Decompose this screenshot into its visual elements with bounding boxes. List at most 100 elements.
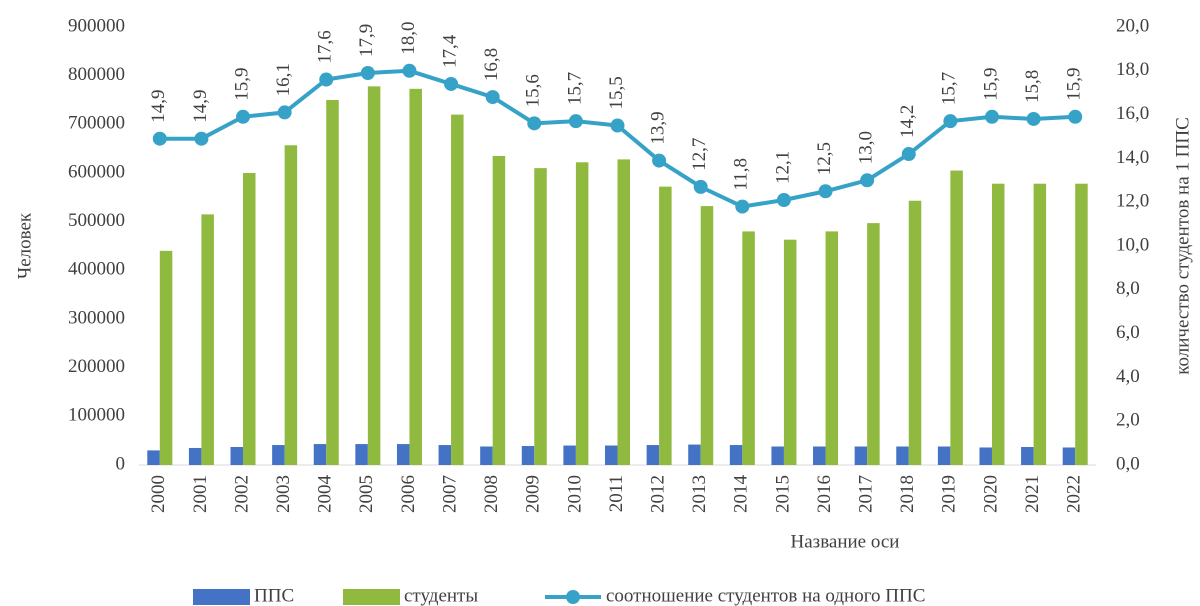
bar [243, 173, 256, 465]
bar [159, 250, 173, 465]
y-tick-label: 600000 [68, 161, 125, 182]
bar [646, 445, 660, 465]
bar [409, 88, 422, 465]
y2-tick-label: 2,0 [1116, 410, 1140, 431]
bar [854, 446, 868, 465]
x-tick-label: 2011 [606, 475, 627, 512]
data-label: 15,9 [1064, 68, 1085, 101]
x-tick-label: 2009 [523, 475, 544, 513]
line-marker [984, 109, 999, 124]
bar [480, 446, 493, 465]
bar [908, 200, 922, 466]
y-tick-label: 800000 [68, 64, 125, 85]
bar [688, 444, 701, 465]
bar [492, 155, 506, 465]
legend-swatch [343, 589, 400, 605]
bar [813, 446, 826, 465]
bar [617, 159, 630, 465]
data-label: 14,2 [897, 105, 918, 138]
y2-tick-label: 6,0 [1116, 322, 1140, 343]
bar [1062, 447, 1076, 465]
bar [729, 445, 743, 465]
data-label: 17,6 [315, 30, 336, 63]
bar [1033, 183, 1047, 465]
y2-tick-label: 14,0 [1116, 147, 1149, 168]
line-marker [568, 114, 583, 129]
line-marker [360, 65, 375, 80]
legend-label: ППС [254, 585, 294, 606]
data-label: 13,9 [647, 111, 668, 144]
line-marker [152, 131, 167, 146]
x-tick-label: 2018 [897, 475, 918, 513]
bar [284, 145, 298, 465]
x-tick-label: 2021 [1022, 475, 1043, 513]
y-tick-label: 0 [116, 453, 126, 474]
line-marker [943, 114, 958, 129]
y2-tick-label: 18,0 [1116, 59, 1149, 80]
x-tick-label: 2002 [231, 475, 252, 513]
y-tick-label: 200000 [68, 356, 125, 377]
y-tick-label: 900000 [68, 15, 125, 36]
line-marker [485, 90, 500, 105]
x-tick-label: 2000 [148, 475, 169, 513]
legend-label: соотношение студентов на одного ППС [606, 585, 925, 606]
x-tick-label: 2022 [1064, 475, 1085, 513]
bar [147, 450, 160, 465]
bar [742, 231, 755, 465]
y-tick-label: 300000 [68, 307, 125, 328]
bar [313, 444, 327, 465]
bar [272, 445, 285, 465]
y2-tick-label: 10,0 [1116, 234, 1149, 255]
x-axis-label: Название оси [791, 531, 900, 552]
bar [700, 206, 714, 466]
data-label: 17,9 [356, 24, 377, 57]
y-tick-label: 400000 [68, 259, 125, 280]
bar [1075, 183, 1088, 465]
bar [991, 183, 1005, 465]
data-label: 15,8 [1022, 70, 1043, 103]
x-tick-label: 2013 [689, 475, 710, 513]
bar [367, 86, 381, 465]
bar [188, 447, 202, 465]
bar [201, 214, 214, 465]
line-marker [818, 184, 833, 199]
line-marker [652, 153, 667, 168]
y-tick-label: 700000 [68, 113, 125, 134]
y2-tick-label: 0,0 [1116, 453, 1140, 474]
line-marker [319, 72, 334, 87]
bar [1021, 446, 1034, 465]
x-tick-label: 2019 [939, 475, 960, 513]
x-tick-label: 2004 [315, 475, 336, 514]
data-label: 15,7 [939, 72, 960, 105]
y2-tick-label: 4,0 [1116, 366, 1140, 387]
bar [950, 170, 963, 466]
data-label: 14,9 [190, 89, 211, 122]
bar [563, 445, 576, 465]
line-marker [901, 147, 916, 162]
line-marker [1068, 109, 1083, 124]
data-label: 15,9 [231, 68, 252, 101]
line-marker [693, 179, 708, 194]
x-tick-label: 2008 [481, 475, 502, 513]
data-label: 15,5 [606, 76, 627, 109]
y2-axis-label: количество студентов на 1 ППС [1172, 117, 1193, 375]
data-label: 15,6 [523, 74, 544, 107]
y2-tick-label: 20,0 [1116, 15, 1149, 36]
data-label: 15,9 [980, 68, 1001, 101]
x-tick-label: 2003 [273, 475, 294, 513]
bar [867, 223, 880, 465]
bar [534, 168, 547, 465]
data-label: 17,4 [439, 34, 460, 68]
legend-marker [566, 590, 580, 604]
bar [355, 444, 368, 465]
bar [771, 446, 784, 465]
bar [937, 446, 951, 465]
data-label: 12,5 [814, 142, 835, 175]
line-marker [776, 193, 791, 208]
bar [438, 445, 452, 465]
line-marker [610, 118, 625, 133]
data-label: 15,7 [564, 72, 585, 105]
legend-label: студенты [404, 585, 478, 606]
x-tick-label: 2012 [647, 475, 668, 513]
y2-tick-label: 12,0 [1116, 191, 1149, 212]
